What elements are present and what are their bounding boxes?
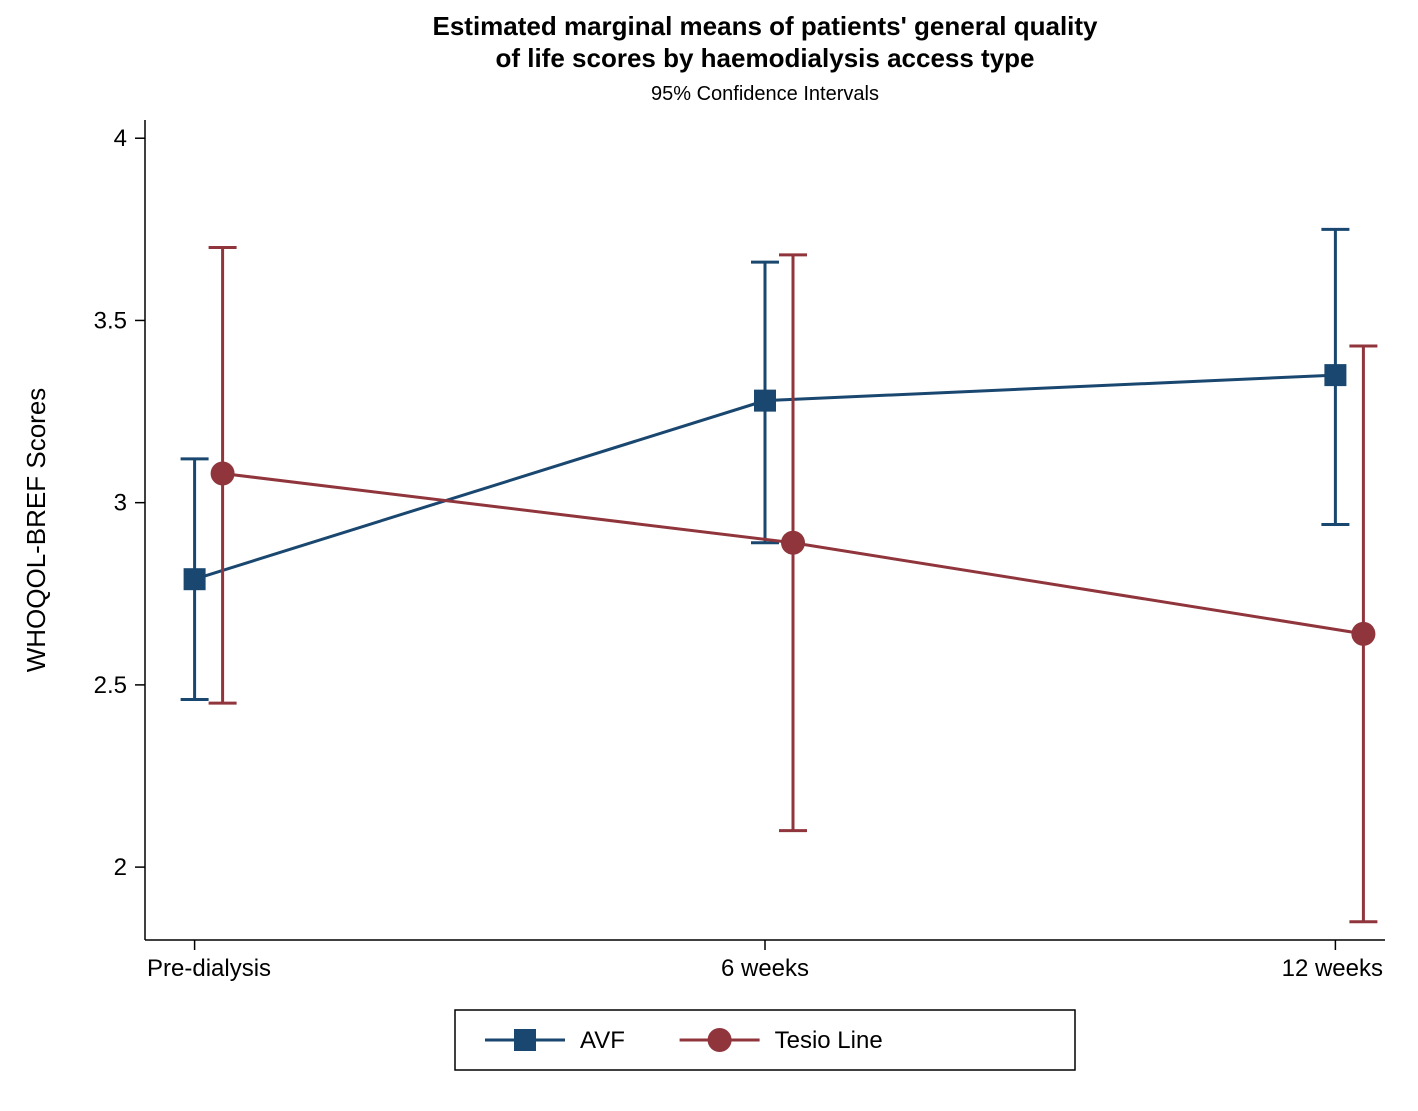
marker-square [754,390,776,412]
chart-subtitle: 95% Confidence Intervals [651,83,879,105]
title-line-1: Estimated marginal means of patients' ge… [432,11,1098,41]
y-axis-label: WHOQOL-BREF Scores [21,388,51,673]
title-line-2: of life scores by haemodialysis access t… [495,43,1034,73]
y-tick-label: 2.5 [94,672,127,699]
marker-circle [211,462,235,486]
legend-marker-circle [708,1028,732,1052]
legend-marker-square [514,1029,536,1051]
x-tick-label: 12 weeks [1282,955,1383,982]
legend-label: Tesio Line [775,1027,883,1054]
y-tick-label: 2 [114,854,127,881]
chart-container: Estimated marginal means of patients' ge… [0,0,1418,1111]
marker-circle [781,531,805,555]
legend-label: AVF [580,1027,625,1054]
y-tick-label: 3.5 [94,307,127,334]
marker-square [184,568,206,590]
y-tick-label: 4 [114,125,127,152]
x-tick-label: 6 weeks [721,955,809,982]
chart-title: Estimated marginal means of patients' ge… [432,11,1098,105]
y-tick-label: 3 [114,490,127,517]
chart-svg: Estimated marginal means of patients' ge… [0,0,1418,1111]
marker-square [1324,364,1346,386]
marker-circle [1351,622,1375,646]
x-tick-label: Pre-dialysis [147,955,271,982]
